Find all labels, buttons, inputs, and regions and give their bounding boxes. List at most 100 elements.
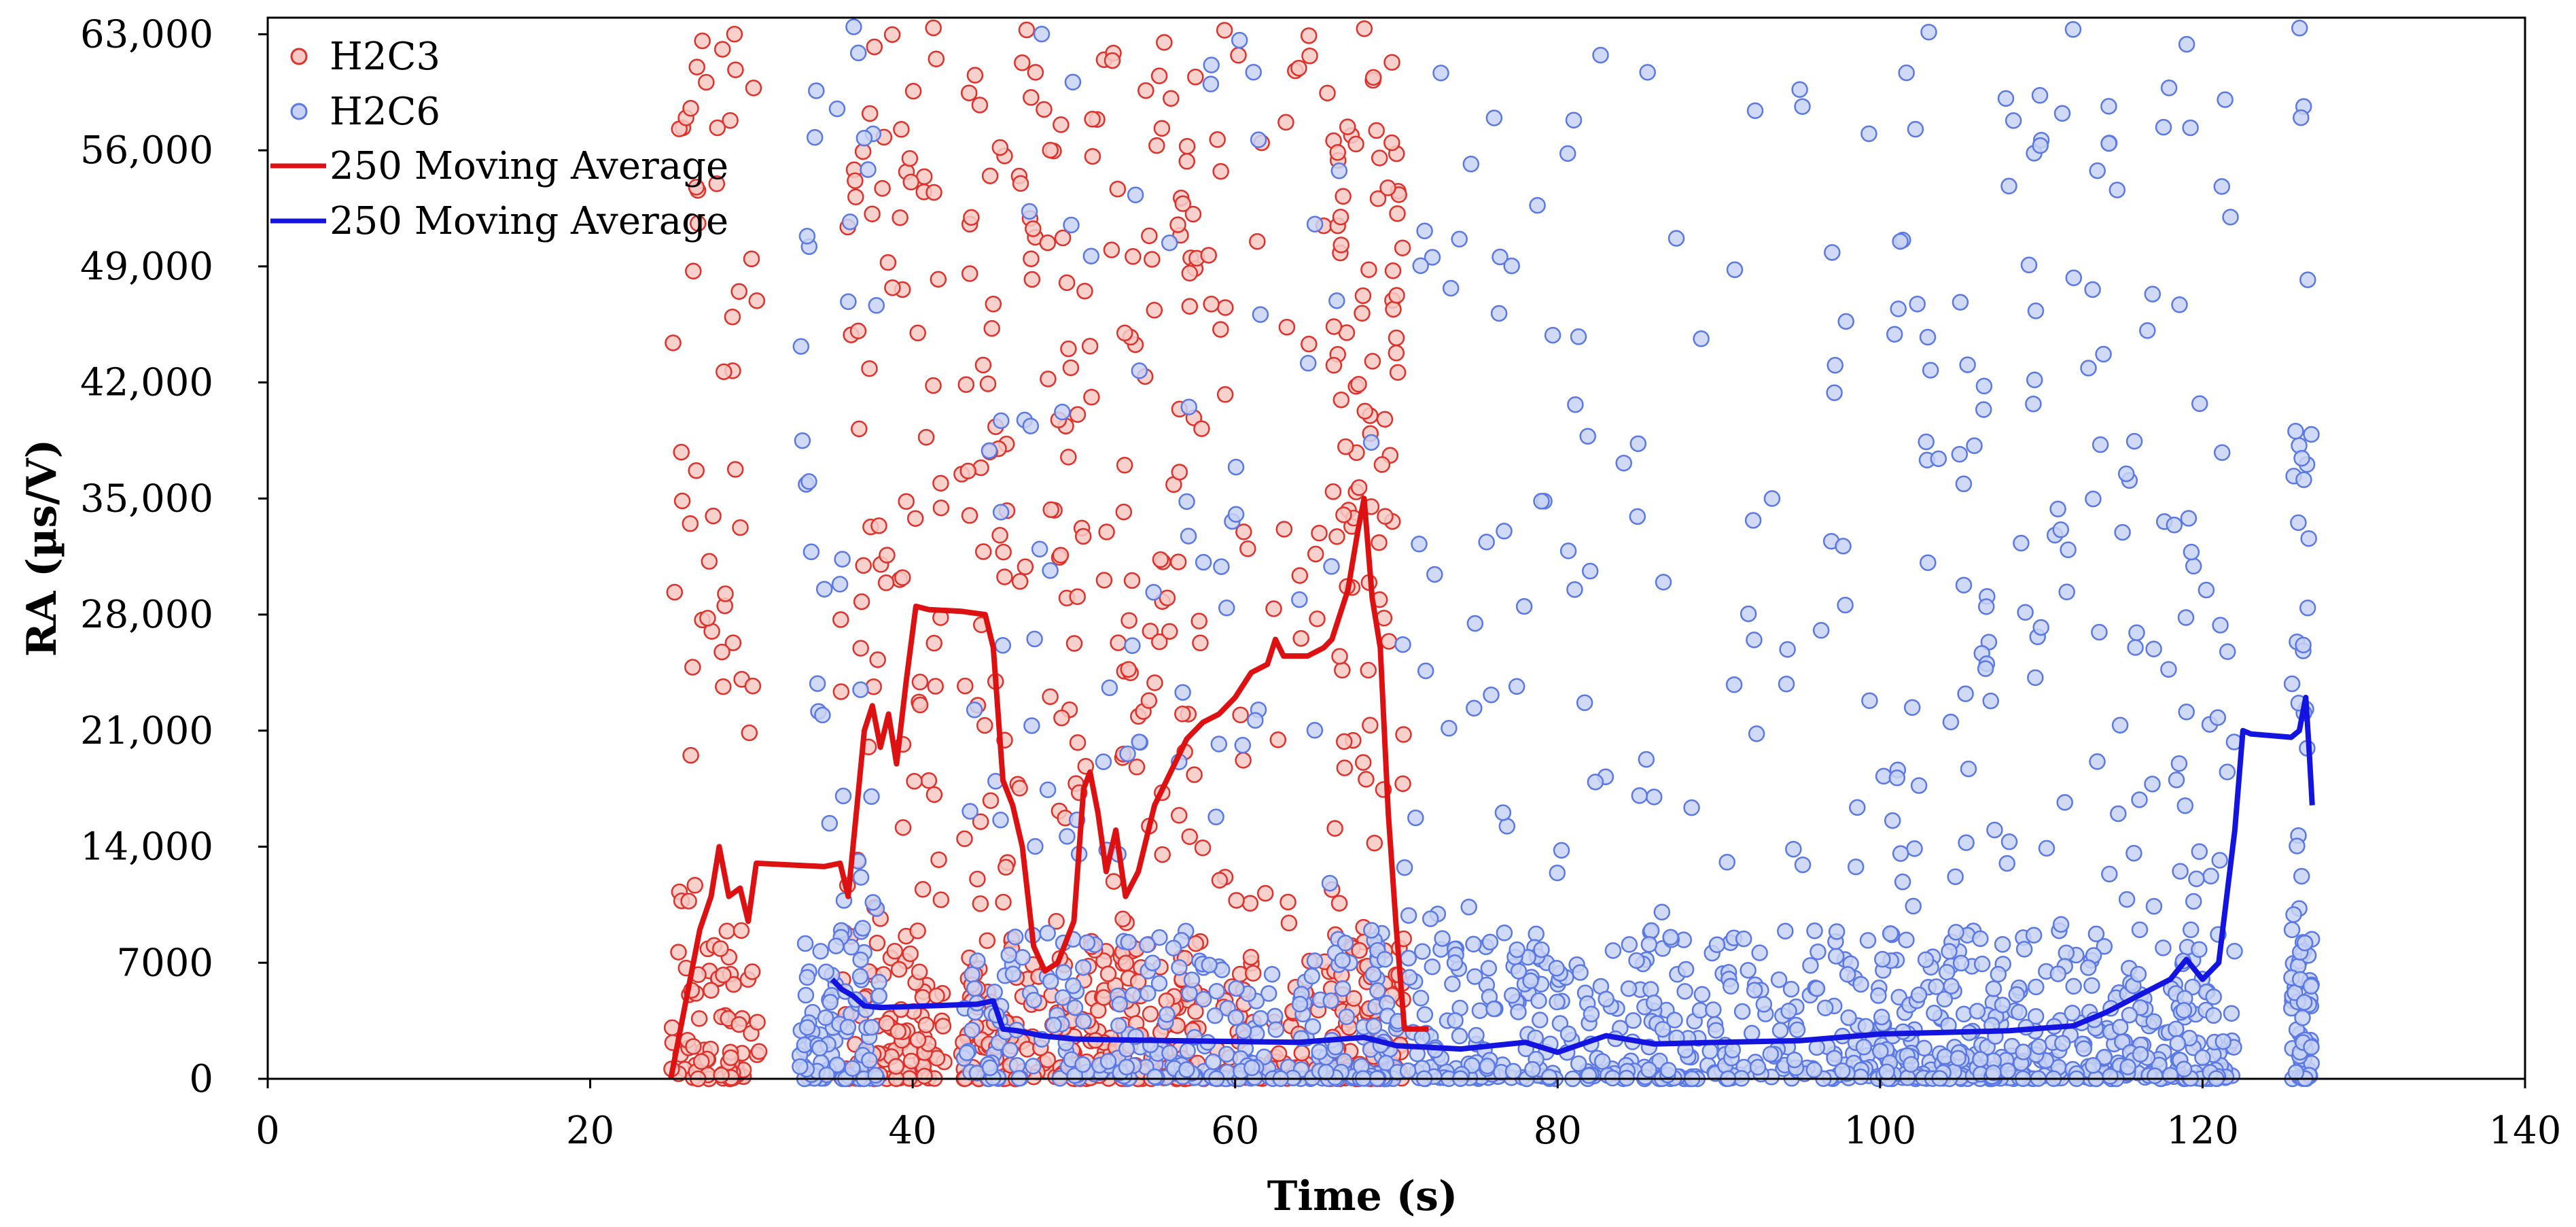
data-point-h2c6 (1852, 975, 1869, 993)
data-point-h2c3 (1150, 67, 1168, 84)
data-point-h2c6 (1941, 943, 1958, 960)
data-point-h2c3 (932, 891, 950, 908)
data-point-h2c3 (1171, 464, 1188, 481)
data-point-h2c3 (730, 283, 747, 300)
data-point-h2c6 (1559, 542, 1577, 559)
data-point-h2c6 (1362, 434, 1380, 451)
data-point-h2c6 (1791, 81, 1808, 98)
data-point-h2c6 (986, 984, 1003, 1001)
data-point-h2c6 (2155, 118, 2172, 136)
data-point-h2c3 (1228, 892, 1245, 909)
data-point-h2c3 (868, 934, 886, 952)
data-point-h2c6 (2222, 209, 2239, 226)
data-point-h2c6 (1540, 1069, 1558, 1086)
data-point-h2c6 (1412, 990, 1430, 1007)
data-point-h2c6 (854, 920, 871, 937)
data-point-h2c6 (2212, 617, 2229, 634)
data-point-h2c3 (1023, 89, 1040, 106)
data-point-h2c6 (1334, 952, 1351, 969)
data-point-h2c3 (1076, 282, 1093, 300)
data-point-h2c6 (861, 1052, 878, 1069)
data-point-h2c6 (2191, 941, 2208, 958)
data-point-h2c6 (1146, 1068, 1163, 1086)
data-point-h2c6 (1432, 65, 1449, 82)
data-point-h2c6 (1920, 554, 1937, 571)
data-point-h2c6 (1615, 454, 1632, 472)
data-point-h2c3 (1153, 120, 1171, 137)
plot-area-frame (266, 16, 2526, 1080)
data-point-h2c6 (2176, 797, 2194, 814)
data-point-h2c6 (1334, 980, 1352, 997)
data-point-h2c6 (851, 968, 869, 985)
data-point-h2c6 (1960, 760, 1977, 778)
y-tick-label: 7000 (116, 941, 213, 985)
data-point-h2c3 (1307, 545, 1324, 563)
data-point-h2c6 (1119, 745, 1136, 763)
data-point-h2c3 (716, 363, 733, 381)
data-point-h2c6 (1966, 437, 1983, 454)
data-point-h2c6 (2049, 965, 2067, 982)
data-point-h2c6 (2177, 609, 2195, 626)
data-point-h2c6 (1826, 384, 1843, 401)
data-point-h2c6 (964, 1021, 981, 1039)
data-point-h2c6 (1928, 978, 1945, 995)
data-point-h2c3 (995, 543, 1012, 561)
data-point-h2c6 (1735, 930, 1752, 948)
data-point-h2c6 (839, 1018, 857, 1036)
data-point-h2c6 (1936, 990, 1954, 1008)
data-point-h2c6 (798, 228, 816, 245)
data-point-h2c6 (966, 980, 983, 997)
data-point-h2c3 (906, 772, 923, 790)
data-point-h2c6 (1481, 933, 1499, 951)
data-point-h2c3 (972, 813, 989, 830)
data-point-h2c6 (2064, 1005, 2081, 1022)
data-point-h2c6 (1260, 985, 1277, 1002)
data-point-h2c3 (1040, 370, 1057, 387)
data-point-h2c6 (2182, 119, 2199, 137)
data-point-h2c3 (1364, 353, 1381, 370)
data-point-h2c6 (1318, 1063, 1335, 1081)
data-point-h2c3 (1325, 318, 1343, 335)
data-point-h2c3 (688, 462, 705, 479)
data-point-h2c3 (725, 975, 742, 993)
data-point-h2c6 (831, 576, 849, 593)
data-point-h2c6 (1743, 1024, 1761, 1042)
data-point-h2c6 (1027, 837, 1044, 855)
data-point-h2c3 (901, 150, 919, 167)
data-point-h2c6 (1400, 950, 1417, 967)
data-point-h2c6 (1837, 596, 1854, 614)
data-point-h2c3 (1331, 648, 1348, 665)
data-point-h2c6 (1515, 598, 1533, 615)
data-point-h2c6 (2213, 178, 2231, 195)
data-point-h2c3 (1200, 247, 1217, 264)
data-point-h2c6 (1847, 858, 1865, 876)
data-point-h2c6 (1572, 964, 1589, 981)
data-point-h2c3 (1116, 324, 1133, 342)
data-point-h2c6 (2049, 500, 2066, 518)
data-point-h2c6 (1587, 774, 1604, 791)
data-point-h2c6 (1907, 120, 1924, 138)
data-point-h2c6 (2295, 471, 2312, 488)
data-point-h2c3 (709, 119, 726, 137)
data-point-h2c6 (1977, 660, 1994, 677)
data-point-h2c6 (961, 803, 978, 820)
data-point-h2c6 (1055, 964, 1072, 981)
data-point-h2c6 (1338, 1008, 1356, 1025)
data-point-h2c6 (1874, 950, 1891, 968)
data-point-h2c3 (983, 319, 1000, 337)
data-point-h2c6 (1202, 75, 1220, 92)
data-point-h2c3 (866, 38, 883, 56)
data-point-h2c6 (1250, 131, 1267, 148)
data-point-h2c6 (2300, 530, 2317, 547)
data-point-h2c3 (1377, 508, 1394, 525)
data-point-h2c3 (1163, 90, 1180, 107)
data-point-h2c6 (1640, 935, 1658, 953)
data-point-h2c6 (1806, 922, 1823, 939)
data-point-h2c6 (2185, 557, 2202, 575)
data-point-h2c6 (841, 213, 859, 230)
data-point-h2c6 (1042, 562, 1059, 579)
data-point-h2c6 (1205, 1053, 1222, 1071)
data-point-h2c6 (845, 18, 862, 35)
data-point-h2c6 (2080, 360, 2097, 377)
data-point-h2c6 (1479, 1058, 1496, 1075)
